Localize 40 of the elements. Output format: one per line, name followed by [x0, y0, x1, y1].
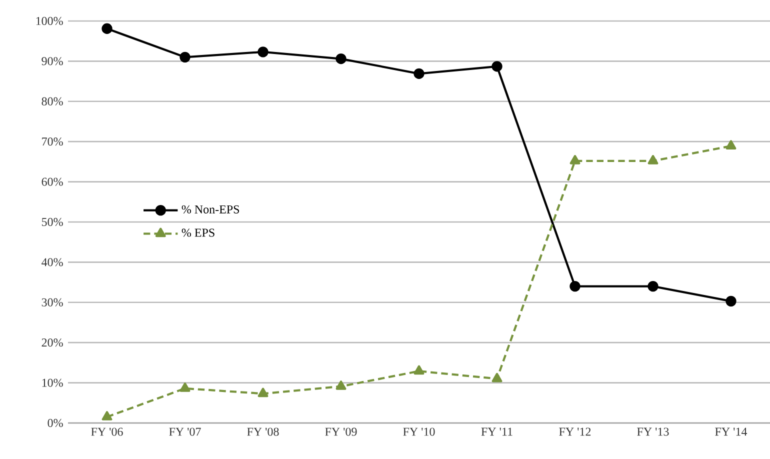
point — [180, 382, 190, 392]
point — [648, 280, 658, 292]
y-tick-label: 50% — [42, 218, 63, 226]
point — [492, 61, 502, 72]
x-tick-label: FY '06 — [91, 428, 123, 436]
y-tick-label: 10% — [42, 378, 63, 387]
point — [336, 380, 346, 390]
point — [570, 155, 580, 164]
x-tick-label: FY '10 — [403, 428, 435, 436]
legend-label: % Non-EPS — [182, 205, 240, 214]
point — [726, 140, 736, 150]
y-tick-label: 0% — [48, 418, 63, 428]
y-tick-label: 100% — [36, 16, 63, 26]
legend-label: % EPS — [182, 228, 214, 237]
x-tick-label: FY '12 — [559, 428, 591, 436]
y-tick-label: 20% — [42, 338, 63, 347]
x-tick-label: FY '07 — [169, 428, 201, 436]
point — [336, 53, 346, 64]
x-tick-label: FY '08 — [247, 428, 279, 436]
point — [258, 388, 268, 398]
point — [570, 280, 580, 292]
point — [414, 365, 424, 375]
point — [726, 296, 736, 307]
point — [414, 68, 424, 79]
point — [102, 23, 112, 34]
x-tick-label: FY '13 — [637, 428, 669, 436]
y-tick-label: 30% — [42, 298, 63, 306]
x-tick-label: FY '14 — [715, 428, 748, 436]
y-tick-label: 80% — [42, 97, 63, 106]
x-tick-label: FY '11 — [481, 428, 512, 436]
point — [492, 372, 502, 382]
y-tick-label: 60% — [42, 178, 63, 186]
y-tick-label: 40% — [42, 258, 63, 266]
point — [102, 411, 112, 420]
point — [180, 52, 190, 63]
y-tick-label: 90% — [42, 57, 63, 66]
point — [258, 46, 268, 58]
y-tick-label: 70% — [42, 138, 63, 146]
x-tick-label: FY '09 — [325, 428, 357, 436]
point — [648, 155, 658, 164]
